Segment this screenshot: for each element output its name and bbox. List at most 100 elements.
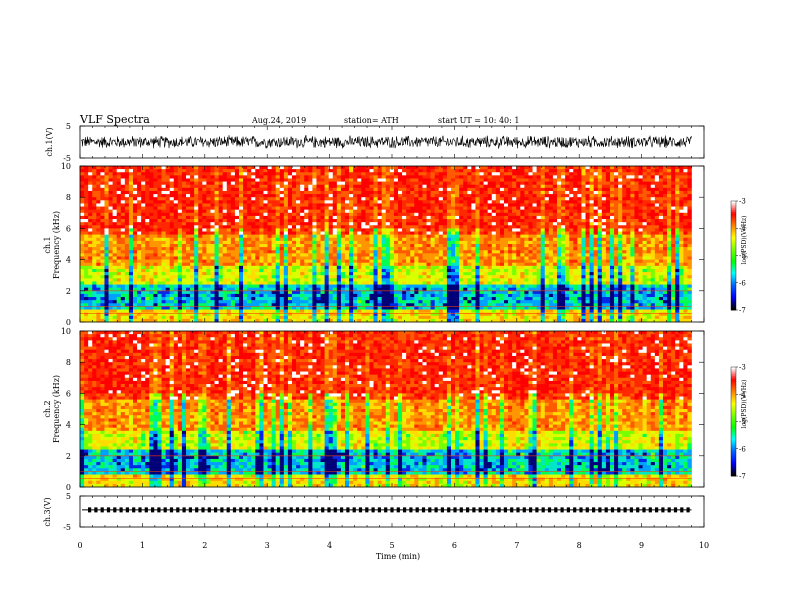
spectrogram-cell bbox=[92, 200, 97, 204]
spectrogram-cell bbox=[287, 231, 293, 235]
spectrogram-cell bbox=[475, 203, 480, 207]
spectrogram-cell bbox=[186, 228, 191, 232]
spectrogram-cell bbox=[658, 197, 664, 201]
spectrogram-cell bbox=[662, 219, 668, 223]
spectrogram-cell bbox=[283, 247, 289, 251]
spectrogram-cell bbox=[491, 225, 497, 229]
spectrogram-cell bbox=[308, 197, 313, 201]
spectrogram-cell bbox=[483, 244, 488, 248]
spectrogram-cell bbox=[202, 231, 207, 235]
spectrogram-cell bbox=[344, 166, 350, 170]
spectrogram-cell bbox=[556, 200, 562, 204]
spectrogram-cell bbox=[116, 253, 122, 257]
spectrogram-cell bbox=[149, 212, 154, 217]
spectrogram-cell bbox=[145, 169, 150, 173]
spectrogram-cell bbox=[483, 219, 488, 223]
spectrogram-cell bbox=[202, 222, 207, 226]
spectrogram-cell bbox=[540, 259, 546, 264]
spectrogram-cell bbox=[104, 219, 109, 223]
spectrogram-cell bbox=[149, 200, 154, 204]
spectrogram-cell bbox=[626, 237, 631, 242]
spectrogram-cell bbox=[459, 247, 464, 251]
spectrogram-cell bbox=[508, 228, 513, 232]
spectrogram-cell bbox=[230, 228, 236, 232]
spectrogram-cell bbox=[361, 212, 366, 217]
spectrogram-cell bbox=[206, 253, 211, 257]
spectrogram-cell bbox=[92, 222, 97, 226]
spectrogram-cell bbox=[181, 222, 187, 226]
spectrogram-cell bbox=[259, 222, 264, 226]
spectrogram-cell bbox=[108, 215, 113, 220]
spectrogram-cell bbox=[340, 212, 346, 217]
spectrogram-cell bbox=[450, 175, 456, 179]
spectrogram-cell bbox=[540, 169, 546, 173]
spectrogram-cell bbox=[475, 234, 480, 239]
spectrogram-cell bbox=[499, 206, 505, 210]
spectrogram-cell bbox=[365, 212, 370, 217]
spectrogram-cell bbox=[128, 178, 134, 182]
spectrogram-cell bbox=[483, 247, 488, 251]
spectrogram-cell bbox=[646, 225, 652, 229]
spectrogram-cell bbox=[230, 240, 236, 245]
spectrogram-cell bbox=[157, 197, 162, 201]
spectrogram-cell bbox=[508, 194, 513, 198]
spectrogram-cell bbox=[112, 225, 117, 229]
spectrogram-cell bbox=[397, 234, 403, 239]
spectrogram-cell bbox=[365, 250, 370, 254]
spectrogram-cell bbox=[406, 184, 411, 189]
spectrogram-cell bbox=[654, 194, 660, 198]
spectrogram-cell bbox=[381, 203, 387, 207]
spectrogram-cell bbox=[373, 231, 378, 235]
spectrogram-cell bbox=[149, 265, 154, 270]
spectrogram-cell bbox=[495, 175, 501, 179]
ch1-waveform-ytick-label: -5 bbox=[63, 154, 71, 163]
spectrogram-cell bbox=[349, 265, 354, 270]
spectrogram-cell bbox=[369, 237, 374, 242]
spectrogram-cell bbox=[434, 169, 440, 173]
spectrogram-cell bbox=[300, 203, 305, 207]
spectrogram-cell bbox=[157, 184, 162, 189]
spectrogram-cell bbox=[544, 225, 550, 229]
spectrogram-cell bbox=[601, 250, 607, 254]
spectrogram-cell bbox=[353, 240, 358, 245]
spectrogram-cell bbox=[263, 219, 268, 223]
spectrogram-cell bbox=[332, 222, 338, 226]
spectrogram-cell bbox=[540, 187, 546, 192]
spectrogram-cell bbox=[190, 187, 195, 192]
spectrogram-cell bbox=[430, 259, 435, 264]
spectrogram-cell bbox=[357, 228, 362, 232]
spectrogram-cell bbox=[406, 172, 411, 176]
spectrogram-cell bbox=[552, 184, 558, 189]
spectrogram-cell bbox=[328, 206, 334, 210]
spectrogram-cell bbox=[442, 212, 448, 217]
spectrogram-cell bbox=[283, 194, 289, 198]
spectrogram-cell bbox=[552, 178, 558, 182]
spectrogram-cell bbox=[675, 256, 680, 260]
spectrogram-cell bbox=[112, 206, 117, 210]
spectrogram-cell bbox=[316, 222, 321, 226]
spectrogram-cell bbox=[487, 215, 493, 220]
spectrogram-cell bbox=[80, 234, 85, 239]
spectrogram-cell bbox=[279, 253, 285, 257]
spectrogram-cell bbox=[133, 228, 138, 232]
spectrogram-cell bbox=[369, 175, 374, 179]
spectrogram-cell bbox=[630, 253, 635, 257]
spectrogram-cell bbox=[186, 184, 191, 189]
spectrogram-cell bbox=[402, 172, 407, 176]
spectrogram-cell bbox=[654, 240, 660, 245]
spectrogram-cell bbox=[332, 169, 338, 173]
spectrogram-cell bbox=[291, 187, 297, 192]
spectrogram-cell bbox=[153, 225, 158, 229]
spectrogram-cell bbox=[349, 247, 354, 251]
spectrogram-cell bbox=[137, 206, 142, 210]
spectrogram-cell bbox=[393, 250, 399, 254]
spectrogram-cell bbox=[108, 197, 113, 201]
spectrogram-cell bbox=[524, 181, 529, 186]
spectrogram-cell bbox=[116, 197, 122, 201]
spectrogram-cell bbox=[96, 219, 101, 223]
spectrogram-cell bbox=[532, 209, 537, 214]
spectrogram-cell bbox=[381, 172, 387, 176]
spectrogram-cell bbox=[234, 259, 240, 264]
spectrogram-cell bbox=[569, 240, 574, 245]
spectrogram-cell bbox=[410, 175, 415, 179]
